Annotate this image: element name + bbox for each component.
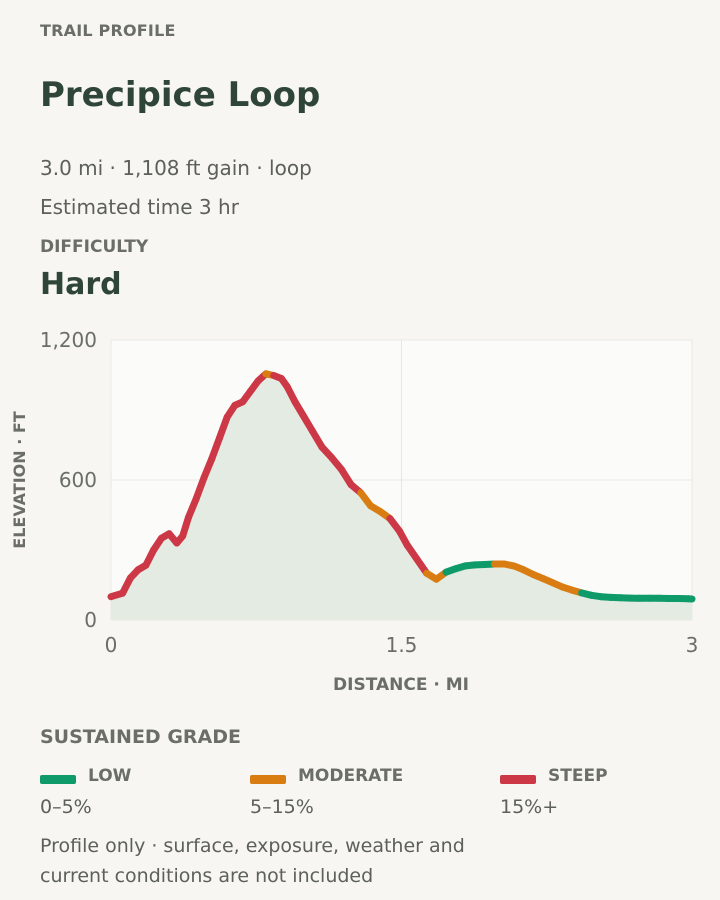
y-tick-label: 0 — [84, 608, 97, 632]
x-tick-label: 0 — [105, 633, 118, 657]
x-tick-label: 3 — [686, 633, 699, 657]
y-tick-label: 1,200 — [40, 328, 97, 352]
x-tick-label: 1.5 — [386, 633, 418, 657]
legend-swatch-moderate — [250, 775, 286, 784]
trail-stats: 3.0 mi · 1,108 ft gain · loop — [40, 156, 312, 180]
legend-range: 0–5% — [40, 796, 92, 818]
profile-segment-steep — [192, 474, 208, 503]
x-axis-ticks: 0 1.5 3 — [105, 633, 699, 657]
x-axis-label: DISTANCE · MI — [333, 675, 469, 695]
difficulty-label: DIFFICULTY — [40, 237, 149, 257]
difficulty-value: Hard — [40, 267, 122, 302]
legend-label: LOW — [88, 766, 132, 786]
elevation-area — [111, 373, 692, 620]
trail-title: Precipice Loop — [40, 75, 321, 115]
profile-segment-steep — [208, 434, 223, 463]
legend-range: 5–15% — [250, 796, 314, 818]
legend-label: STEEP — [548, 766, 608, 786]
legend-range: 15%+ — [500, 796, 559, 818]
legend-swatch-steep — [500, 775, 536, 784]
legend-label: MODERATE — [298, 766, 404, 786]
section-eyebrow: TRAIL PROFILE — [40, 21, 176, 40]
legend-swatch-low — [40, 775, 76, 784]
estimated-time: Estimated time 3 hr — [40, 195, 239, 219]
legend-title: SUSTAINED GRADE — [40, 726, 242, 748]
y-axis-label: ELEVATION · FT — [10, 411, 29, 549]
profile-segment-steep — [216, 413, 231, 442]
y-tick-label: 600 — [59, 468, 97, 492]
footnote: Profile only · surface, exposure, weathe… — [40, 835, 465, 887]
y-axis-ticks: 0 600 1,200 — [40, 328, 97, 632]
elevation-line — [107, 370, 696, 603]
